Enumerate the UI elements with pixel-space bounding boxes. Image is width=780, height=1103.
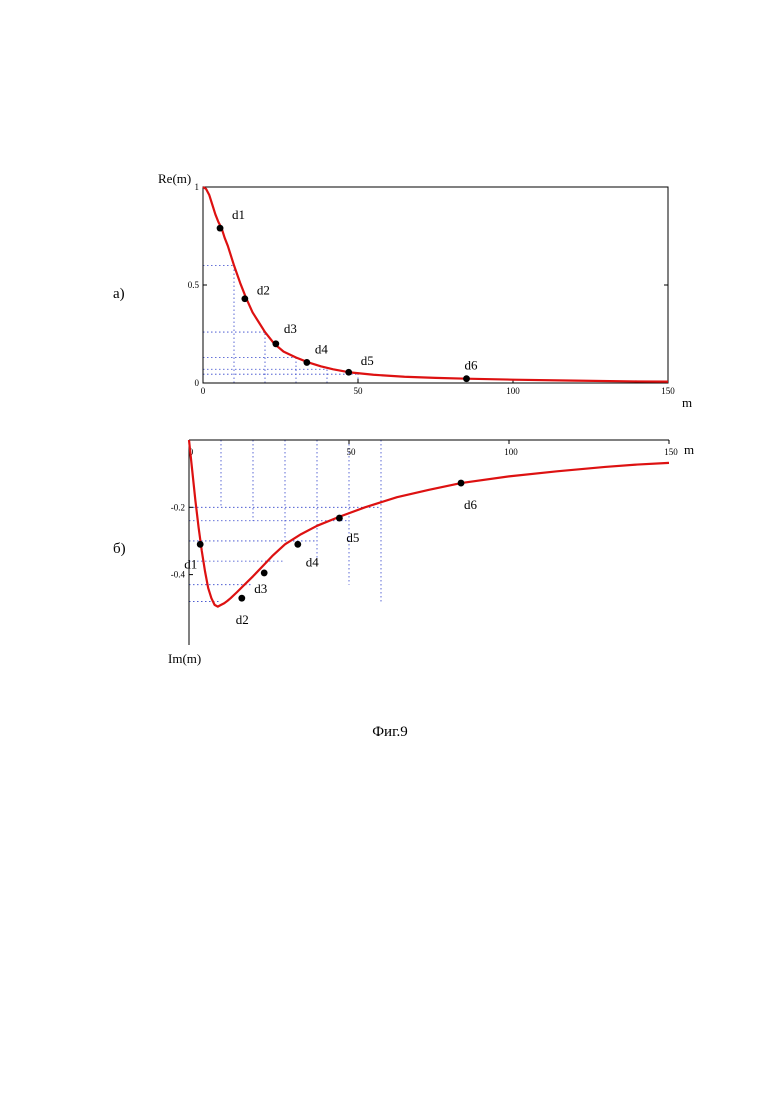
point-label-d3: d3 xyxy=(254,581,267,596)
data-point-d2 xyxy=(241,295,248,302)
point-label-d6: d6 xyxy=(465,358,479,373)
x-tick-label: 50 xyxy=(347,447,357,457)
x-axis-label: m xyxy=(682,395,692,410)
x-tick-label: 100 xyxy=(504,447,518,457)
point-label-d5: d5 xyxy=(346,530,359,545)
data-point-d6 xyxy=(458,480,465,487)
data-point-d3 xyxy=(272,340,279,347)
figure-caption: Фиг.9 xyxy=(0,724,780,741)
point-label-d5: d5 xyxy=(361,353,374,368)
point-label-d2: d2 xyxy=(236,612,249,627)
data-point-d2 xyxy=(238,595,245,602)
guide-lines xyxy=(203,265,358,383)
data-point-d4 xyxy=(303,359,310,366)
y-tick-label: 0 xyxy=(195,378,200,388)
x-axis-label: m xyxy=(684,442,694,457)
y-axis-label: Im(m) xyxy=(168,651,201,666)
y-axis-label: Re(m) xyxy=(158,171,191,186)
series-line-re xyxy=(203,187,668,382)
x-tick-label: 100 xyxy=(506,386,520,396)
point-label-d6: d6 xyxy=(464,497,478,512)
y-tick-label: 0.5 xyxy=(188,280,200,290)
data-point-d5 xyxy=(336,515,343,522)
point-label-d4: d4 xyxy=(315,341,329,356)
guide-lines xyxy=(189,440,381,602)
data-point-d4 xyxy=(294,541,301,548)
x-tick-label: 50 xyxy=(354,386,364,396)
point-label-d2: d2 xyxy=(257,283,270,298)
data-point-d1 xyxy=(197,541,204,548)
x-tick-label: 150 xyxy=(661,386,675,396)
point-label-d1: d1 xyxy=(232,207,245,222)
data-point-d3 xyxy=(261,570,268,577)
y-tick-label: -0.2 xyxy=(171,502,185,512)
point-label-d1: d1 xyxy=(184,556,197,571)
data-point-d6 xyxy=(463,375,470,382)
x-tick-label: 150 xyxy=(664,447,678,457)
chart-im: 050100150-0.2-0.4mIm(m)d1d2d3d4d5d6 xyxy=(0,420,780,680)
data-point-d5 xyxy=(345,369,352,376)
y-tick-label: 1 xyxy=(195,182,200,192)
point-label-d4: d4 xyxy=(306,554,320,569)
data-point-d1 xyxy=(217,225,224,232)
x-tick-label: 0 xyxy=(201,386,206,396)
point-label-d3: d3 xyxy=(284,321,297,336)
plot-frame xyxy=(203,187,668,383)
